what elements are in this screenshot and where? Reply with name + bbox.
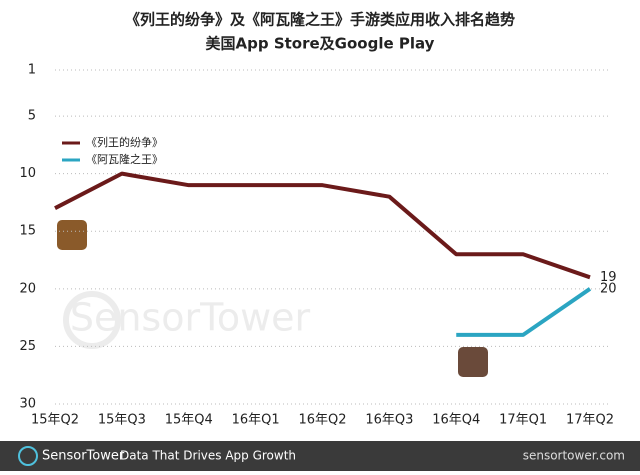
x-tick-label: 15年Q4	[165, 413, 213, 428]
data-label: 20	[600, 281, 617, 296]
y-tick-label: 30	[19, 397, 36, 412]
chart-subtitle: 美国App Store及Google Play	[206, 35, 435, 53]
chart-title: 《列王的纷争》及《阿瓦隆之王》手游类应用收入排名趋势	[125, 11, 515, 29]
x-tick-label: 17年Q1	[499, 413, 547, 428]
y-tick-label: 15	[19, 224, 36, 239]
x-tick-label: 15年Q3	[98, 413, 146, 428]
data-label: 19	[600, 270, 617, 285]
x-tick-label: 16年Q1	[232, 413, 280, 428]
footer-bar	[0, 441, 640, 471]
x-tick-label: 16年Q3	[365, 413, 413, 428]
footer-tagline: Data That Drives App Growth	[120, 449, 296, 463]
legend-label: 《阿瓦隆之王》	[86, 152, 163, 166]
x-tick-label: 17年Q2	[566, 413, 614, 428]
footer-logo	[18, 446, 38, 466]
y-tick-label: 25	[19, 339, 36, 354]
x-tick-label: 16年Q2	[298, 413, 346, 428]
y-tick-label: 20	[19, 281, 36, 296]
watermark: SensorTower	[70, 296, 311, 340]
app-icon	[57, 220, 87, 250]
legend-label: 《列王的纷争》	[86, 135, 163, 149]
footer-site: sensortower.com	[523, 449, 625, 463]
x-tick-label: 16年Q4	[432, 413, 480, 428]
y-tick-label: 10	[19, 166, 36, 181]
y-tick-label: 5	[28, 109, 36, 124]
footer-brand: SensorTower	[42, 449, 125, 464]
y-tick-label: 1	[28, 63, 36, 78]
series-line	[456, 287, 592, 337]
x-tick-label: 15年Q2	[31, 413, 79, 428]
app-icon	[458, 347, 488, 377]
series-line	[54, 171, 591, 280]
